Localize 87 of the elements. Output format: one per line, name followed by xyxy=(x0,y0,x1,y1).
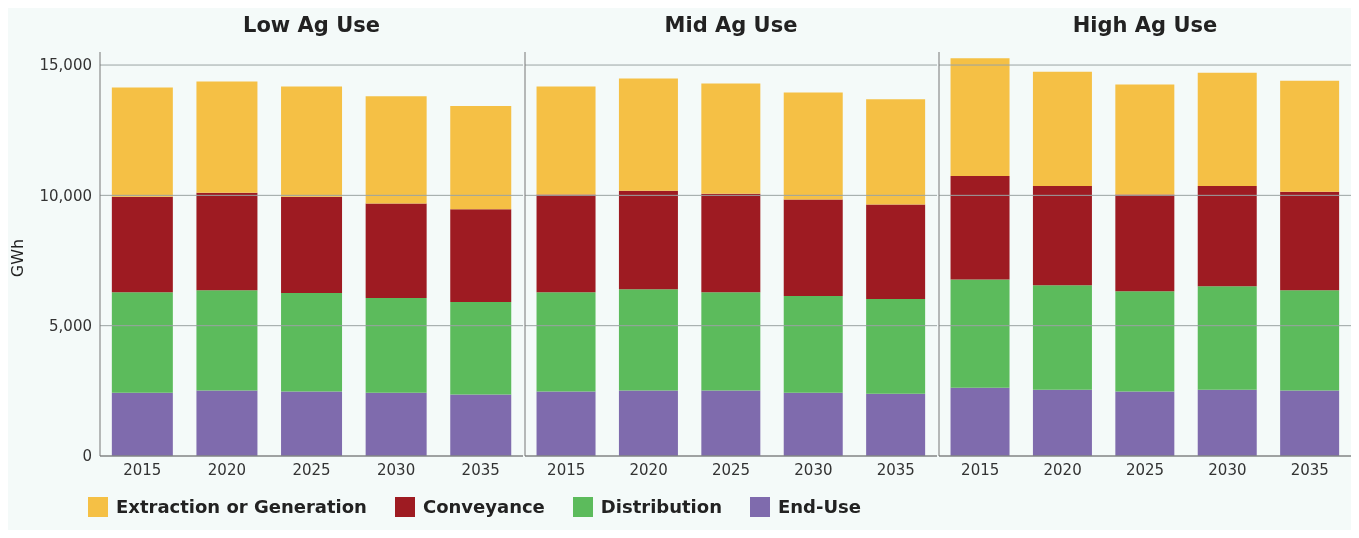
bar xyxy=(618,78,678,191)
x-tick-label: 2030 xyxy=(1208,460,1247,479)
bar xyxy=(783,392,843,456)
bar xyxy=(701,390,761,456)
bar xyxy=(783,92,843,200)
bar xyxy=(1280,191,1340,291)
y-axis-title: GWh xyxy=(8,238,27,278)
bar xyxy=(111,292,173,393)
chart-title: Mid Ag Use xyxy=(663,12,799,39)
bar xyxy=(536,194,596,293)
bar xyxy=(866,393,926,456)
bar xyxy=(783,199,843,296)
bar xyxy=(950,279,1010,388)
x-tick-label: 2020 xyxy=(207,460,246,479)
bar xyxy=(1280,390,1340,456)
bar xyxy=(365,203,427,299)
bar xyxy=(950,176,1010,280)
bar xyxy=(701,83,761,194)
bar xyxy=(701,193,761,293)
bar xyxy=(618,289,678,391)
bar xyxy=(866,299,926,394)
x-tick-label: 2035 xyxy=(876,460,915,479)
bar xyxy=(365,96,427,204)
bar xyxy=(701,292,761,391)
legend-label: End-Use xyxy=(777,496,861,517)
x-tick-label: 2015 xyxy=(547,460,586,479)
bar xyxy=(618,190,678,290)
bar xyxy=(196,192,258,291)
bar xyxy=(196,390,258,456)
y-tick-label: 15,000 xyxy=(39,56,92,75)
y-tick-label: 0 xyxy=(82,447,92,466)
x-tick-label: 2020 xyxy=(1043,460,1082,479)
chart-title: High Ag Use xyxy=(1071,12,1219,39)
bar xyxy=(111,392,173,456)
bar xyxy=(1197,185,1257,287)
bar xyxy=(1115,194,1175,292)
bar xyxy=(950,58,1010,177)
bar xyxy=(365,298,427,393)
bar xyxy=(783,295,843,393)
x-tick-label: 2025 xyxy=(1125,460,1165,479)
bar xyxy=(1032,389,1092,456)
bar xyxy=(1115,84,1175,195)
x-tick-label: 2035 xyxy=(1290,460,1329,479)
bar xyxy=(450,301,512,395)
bar xyxy=(281,86,343,197)
bar xyxy=(1197,286,1257,390)
bar xyxy=(1280,80,1340,192)
x-tick-label: 2035 xyxy=(461,460,500,479)
chart-title: Low Ag Use xyxy=(242,12,381,39)
bar xyxy=(450,394,512,456)
x-tick-label: 2030 xyxy=(794,460,833,479)
bar xyxy=(866,99,926,205)
bar xyxy=(111,196,173,293)
bar xyxy=(536,86,596,195)
bar xyxy=(536,391,596,456)
legend-label: Distribution xyxy=(600,496,722,517)
bar xyxy=(950,387,1010,456)
bar xyxy=(1032,285,1092,390)
bar xyxy=(1197,389,1257,456)
bar xyxy=(866,204,926,300)
bar xyxy=(536,292,596,392)
bar xyxy=(1115,391,1175,456)
bar xyxy=(196,290,258,391)
x-tick-label: 2015 xyxy=(961,460,1000,479)
x-tick-label: 2015 xyxy=(123,460,162,479)
bar xyxy=(450,105,512,210)
bar xyxy=(1115,291,1175,392)
legend-label: Extraction or Generation xyxy=(116,496,367,517)
bar xyxy=(365,392,427,456)
bar xyxy=(1032,185,1092,286)
x-tick-label: 2030 xyxy=(377,460,416,479)
x-tick-label: 2020 xyxy=(629,460,668,479)
bar xyxy=(1032,71,1092,186)
y-tick-label: 10,000 xyxy=(39,186,92,205)
bar xyxy=(1197,72,1257,186)
bar xyxy=(196,81,258,193)
bar xyxy=(111,87,173,197)
bar xyxy=(281,196,343,294)
bar xyxy=(1280,290,1340,391)
y-tick-label: 5,000 xyxy=(49,317,92,335)
bar xyxy=(618,390,678,456)
bar xyxy=(450,209,512,302)
x-tick-label: 2025 xyxy=(711,460,751,479)
legend-label: Conveyance xyxy=(422,496,545,517)
x-tick-label: 2025 xyxy=(292,460,331,479)
bar xyxy=(281,391,343,456)
bar xyxy=(281,293,343,392)
